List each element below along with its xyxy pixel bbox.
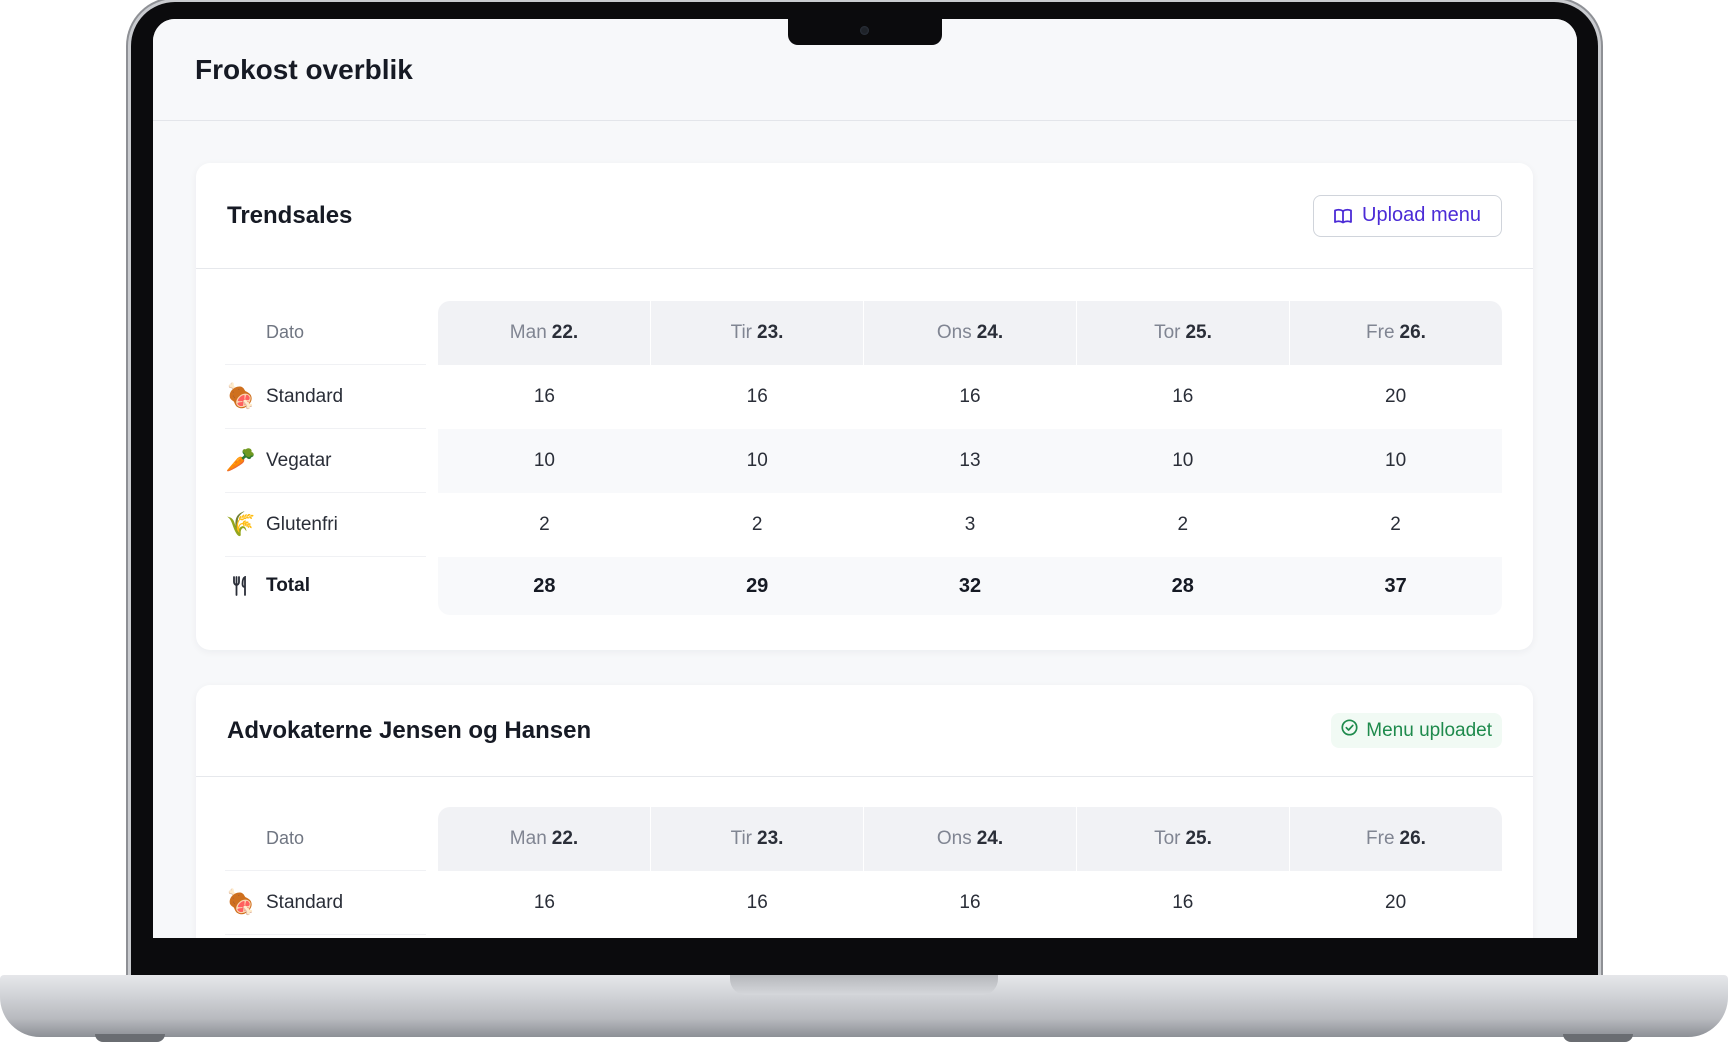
total-row: 28 29 32 28 37 bbox=[438, 557, 1502, 615]
count-cell: 3 bbox=[964, 514, 976, 535]
row-labels: Dato 🍖 Standard 🥕 Vegatar 🌾 Glutenfri bbox=[225, 301, 438, 615]
laptop-foot bbox=[95, 1034, 165, 1042]
count-cell: 20 bbox=[1385, 386, 1407, 407]
company-card-advokaterne: Advokaterne Jensen og Hansen Menu upload… bbox=[196, 685, 1533, 938]
day-header: Tor 25. bbox=[1077, 301, 1290, 365]
count-cell: 16 bbox=[959, 386, 981, 407]
total-cell: 28 bbox=[533, 574, 556, 597]
carrot-icon: 🥕 bbox=[225, 447, 256, 474]
day-header-row: Man 22. Tir 23. Ons 24. Tor 25. Fre 26. bbox=[438, 301, 1502, 365]
count-cell: 10 bbox=[746, 450, 768, 471]
day-header: Ons 24. bbox=[864, 301, 1077, 365]
total-cell: 28 bbox=[1171, 574, 1194, 597]
trackpad-notch bbox=[730, 975, 998, 995]
total-cell: 32 bbox=[958, 574, 982, 597]
cutlery-icon bbox=[225, 576, 256, 596]
upload-menu-label: Upload menu bbox=[1362, 204, 1481, 226]
day-header: Tor 25. bbox=[1077, 807, 1290, 871]
row-label-glutenfri: 🌾 Glutenfri bbox=[225, 493, 426, 557]
page-title: Frokost overblik bbox=[195, 53, 413, 85]
meat-icon: 🍖 bbox=[225, 889, 256, 916]
day-header-row: Man 22. Tir 23. Ons 24. Tor 25. Fre 26. bbox=[438, 807, 1502, 871]
count-cell: 16 bbox=[959, 892, 981, 913]
check-circle-icon bbox=[1341, 719, 1358, 742]
count-cell: 2 bbox=[751, 514, 763, 535]
book-open-icon bbox=[1334, 208, 1352, 224]
row-labels: Dato 🍖 Standard bbox=[225, 807, 438, 935]
no-gluten-icon: 🌾 bbox=[225, 511, 256, 538]
row-label-standard: 🍖 Standard bbox=[225, 871, 426, 935]
count-cell: 2 bbox=[539, 514, 550, 535]
total-cell: 29 bbox=[746, 574, 769, 597]
day-header: Ons 24. bbox=[864, 807, 1077, 871]
upload-menu-button[interactable]: Upload menu bbox=[1313, 194, 1502, 237]
dato-label: Dato bbox=[225, 807, 426, 871]
day-header: Fre 26. bbox=[1366, 322, 1426, 343]
day-header: Fre 26. bbox=[1366, 828, 1426, 849]
count-cell: 13 bbox=[959, 450, 981, 471]
row-label-total: Total bbox=[225, 557, 426, 615]
menu-uploaded-label: Menu uploadet bbox=[1366, 719, 1492, 741]
screen: Frokost overblik Trendsales Upload menu … bbox=[153, 19, 1577, 938]
dato-label: Dato bbox=[225, 301, 426, 365]
table-row: 16 16 16 16 20 bbox=[438, 365, 1502, 429]
count-cell: 10 bbox=[1385, 450, 1407, 471]
day-header: Man 22. bbox=[438, 301, 651, 365]
laptop-base bbox=[0, 975, 1728, 1042]
order-table: Dato 🍖 Standard Man 22. Tir 23. Ons 24. Tor… bbox=[196, 777, 1533, 935]
order-grid: Man 22. Tir 23. Ons 24. Tor 25. Fre 26. 16 16… bbox=[438, 807, 1502, 935]
count-cell: 16 bbox=[533, 386, 555, 407]
count-cell: 2 bbox=[1177, 514, 1189, 535]
table-row: 16 16 16 16 20 bbox=[438, 871, 1502, 935]
bottom-bezel bbox=[131, 938, 1598, 975]
count-cell: 10 bbox=[533, 450, 555, 471]
company-card-trendsales: Trendsales Upload menu Dato 🍖 Standard bbox=[196, 163, 1533, 650]
camera-notch bbox=[788, 19, 942, 45]
day-header: Tir 23. bbox=[651, 301, 864, 365]
order-table: Dato 🍖 Standard 🥕 Vegatar 🌾 Glutenfri bbox=[196, 269, 1533, 615]
day-header: Man 22. bbox=[438, 807, 651, 871]
table-row: 10 10 13 10 10 bbox=[438, 429, 1502, 493]
count-cell: 16 bbox=[746, 892, 768, 913]
day-header: Tir 23. bbox=[651, 807, 864, 871]
count-cell: 2 bbox=[1390, 514, 1401, 535]
laptop-foot bbox=[1563, 1034, 1633, 1042]
count-cell: 16 bbox=[746, 386, 768, 407]
card-header: Trendsales Upload menu bbox=[196, 163, 1533, 269]
table-row: 2 2 3 2 2 bbox=[438, 493, 1502, 557]
count-cell: 16 bbox=[1172, 892, 1194, 913]
count-cell: 16 bbox=[533, 892, 555, 913]
card-title: Trendsales bbox=[227, 201, 353, 229]
total-cell: 37 bbox=[1384, 574, 1407, 597]
row-label-vegatar: 🥕 Vegatar bbox=[225, 429, 426, 493]
order-grid: Man 22. Tir 23. Ons 24. Tor 25. Fre 26. 16 16… bbox=[438, 301, 1502, 615]
card-header: Advokaterne Jensen og Hansen Menu upload… bbox=[196, 685, 1533, 777]
meat-icon: 🍖 bbox=[225, 383, 256, 410]
count-cell: 20 bbox=[1385, 892, 1407, 913]
count-cell: 10 bbox=[1172, 450, 1194, 471]
menu-uploaded-badge: Menu uploadet bbox=[1331, 713, 1502, 748]
count-cell: 16 bbox=[1172, 386, 1194, 407]
row-label-standard: 🍖 Standard bbox=[225, 365, 426, 429]
card-title: Advokaterne Jensen og Hansen bbox=[227, 716, 592, 744]
camera-icon bbox=[860, 26, 869, 35]
